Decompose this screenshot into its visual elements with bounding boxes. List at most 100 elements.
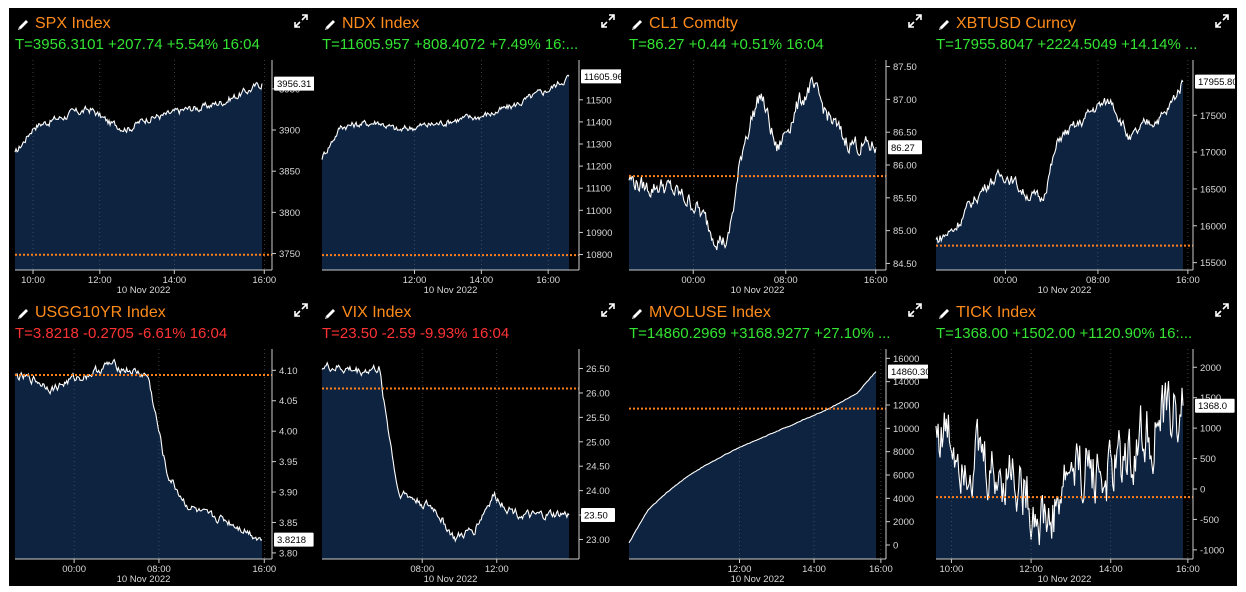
area-fill — [322, 362, 569, 559]
expand-icon[interactable] — [294, 303, 308, 317]
y-tick-label: 11400 — [586, 117, 612, 128]
y-tick-label: 16500 — [1200, 184, 1226, 195]
price-chart: 84.50 85.00 85.50 86.00 86.50 87.00 87.50 86.27… — [628, 60, 922, 295]
last-value-box — [274, 532, 314, 547]
chart-panel[interactable]: USGG10YR Index T=3.8218 -0.2705 -6.61% 16… — [9, 297, 314, 584]
chart-panel[interactable]: SPX Index T=3956.3101 +207.74 +5.54% 16:0… — [9, 8, 314, 295]
y-tick-label: 14000 — [893, 377, 919, 388]
y-tick-label: 3.85 — [279, 518, 298, 529]
x-tick-label: 14:00 — [802, 564, 826, 575]
panel-title: XBTUSD Curncy — [956, 15, 1077, 32]
panel-title: NDX Index — [342, 15, 420, 32]
chart-panel[interactable]: CL1 Comdty T=86.27 +0.44 +0.51% 16:04 84.5… — [623, 8, 928, 295]
last-value-box — [888, 364, 928, 379]
y-tick-label: 2000 — [1200, 363, 1221, 374]
expand-icon[interactable] — [601, 303, 615, 317]
pencil-icon[interactable] — [15, 17, 31, 33]
y-tick-label: -500 — [1200, 515, 1219, 526]
y-tick-label: 10800 — [586, 250, 612, 261]
y-tick-label: 26.00 — [586, 388, 610, 399]
y-tick-label: 25.50 — [586, 413, 610, 424]
price-chart: 15500 16000 16500 17000 17500 17955.80 00:00 08… — [935, 60, 1235, 295]
y-tick-label: 500 — [1200, 454, 1216, 465]
chart-panel[interactable]: MVOLUSE Index T=14860.2969 +3168.9277 +27… — [623, 297, 928, 584]
last-value-box — [274, 76, 314, 91]
price-chart: -1000 -500 0 500 1000 1500 2000 1368.0 10:00 12:0… — [935, 349, 1235, 584]
area-fill — [15, 359, 262, 559]
price-chart: 0 2000 4000 6000 8000 10000 12000 14000 16000 148… — [628, 349, 928, 584]
date-label: 10 Nov 2022 — [731, 285, 785, 295]
x-tick-label: 00:00 — [993, 275, 1017, 286]
x-tick-label: 14:00 — [1099, 564, 1123, 575]
x-tick-label: 16:00 — [1176, 564, 1200, 575]
last-value-box — [581, 69, 621, 84]
y-tick-label: 24.00 — [586, 486, 610, 497]
expand-icon[interactable] — [294, 14, 308, 28]
y-tick-label: 17000 — [1200, 148, 1226, 159]
panel-title: VIX Index — [342, 304, 412, 321]
x-tick-label: 08:00 — [410, 564, 434, 575]
pencil-icon[interactable] — [629, 17, 645, 33]
area-fill — [322, 75, 569, 270]
expand-icon[interactable] — [1215, 303, 1229, 317]
price-quote: T=86.27 +0.44 +0.51% 16:04 — [629, 36, 824, 53]
x-tick-label: 16:00 — [252, 275, 276, 286]
y-tick-label: 23.00 — [586, 535, 610, 546]
y-tick-label: 16000 — [1200, 221, 1226, 232]
area-fill — [15, 82, 262, 270]
y-tick-label: 4.10 — [279, 366, 298, 377]
y-tick-label: 4.05 — [279, 396, 298, 407]
y-tick-label: 24.50 — [586, 462, 610, 473]
x-tick-label: 00:00 — [62, 564, 86, 575]
last-value-label: 1368.0 — [1198, 401, 1227, 412]
chart-panel[interactable]: NDX Index T=11605.957 +808.4072 +7.49% 16… — [316, 8, 621, 295]
pencil-icon[interactable] — [322, 306, 338, 322]
y-tick-label: 11500 — [586, 95, 612, 106]
price-line — [935, 381, 1184, 546]
x-tick-label: 12:00 — [728, 564, 752, 575]
area-fill — [936, 80, 1183, 270]
y-tick-label: 8000 — [893, 447, 914, 458]
chart-panel[interactable]: TICK Index T=1368.00 +1502.00 +1120.90% 1… — [930, 297, 1235, 584]
price-line — [628, 371, 877, 544]
panel-title: USGG10YR Index — [35, 304, 166, 321]
pencil-icon[interactable] — [936, 306, 952, 322]
y-tick-label: 87.00 — [893, 95, 917, 106]
date-label: 10 Nov 2022 — [117, 574, 171, 584]
expand-icon[interactable] — [908, 14, 922, 28]
y-tick-label: 4000 — [893, 494, 914, 505]
x-tick-label: 16:00 — [1176, 275, 1200, 286]
y-tick-label: 15500 — [1200, 258, 1226, 269]
pencil-icon[interactable] — [629, 306, 645, 322]
x-tick-label: 12:00 — [1019, 564, 1043, 575]
expand-icon[interactable] — [1215, 14, 1229, 28]
expand-icon[interactable] — [908, 303, 922, 317]
y-tick-label: 12000 — [893, 401, 919, 412]
price-chart: 3.80 3.85 3.90 3.95 4.00 4.05 4.10 3.8218 00:00 0… — [14, 349, 314, 584]
y-tick-label: 10900 — [586, 228, 612, 239]
price-chart: 23.00 23.50 24.00 24.50 25.00 25.50 26.00 26.50… — [321, 349, 615, 584]
date-label: 10 Nov 2022 — [731, 574, 785, 584]
y-tick-label: 3.90 — [279, 488, 298, 499]
y-tick-label: 26.50 — [586, 364, 610, 375]
y-tick-label: 84.50 — [893, 259, 917, 270]
y-tick-label: 11100 — [586, 184, 611, 195]
panel-title: CL1 Comdty — [649, 15, 738, 32]
pencil-icon[interactable] — [322, 17, 338, 33]
y-tick-label: 10000 — [893, 424, 919, 435]
x-tick-label: 00:00 — [681, 275, 705, 286]
last-value-label: 14860.30 — [891, 367, 928, 378]
chart-panel[interactable]: VIX Index T=23.50 -2.59 -9.93% 16:04 23.00… — [316, 297, 621, 584]
last-value-box — [1195, 398, 1235, 413]
x-tick-label: 08:00 — [1086, 275, 1110, 286]
x-tick-label: 16:00 — [536, 275, 560, 286]
chart-panel[interactable]: XBTUSD Curncy T=17955.8047 +2224.5049 +14… — [930, 8, 1235, 295]
area-fill — [629, 77, 876, 270]
date-label: 10 Nov 2022 — [1038, 285, 1092, 295]
expand-icon[interactable] — [601, 14, 615, 28]
date-label: 10 Nov 2022 — [117, 285, 171, 295]
pencil-icon[interactable] — [15, 306, 31, 322]
y-tick-label: 87.50 — [893, 62, 917, 73]
pencil-icon[interactable] — [936, 17, 952, 33]
last-value-label: 17955.80 — [1198, 77, 1235, 88]
